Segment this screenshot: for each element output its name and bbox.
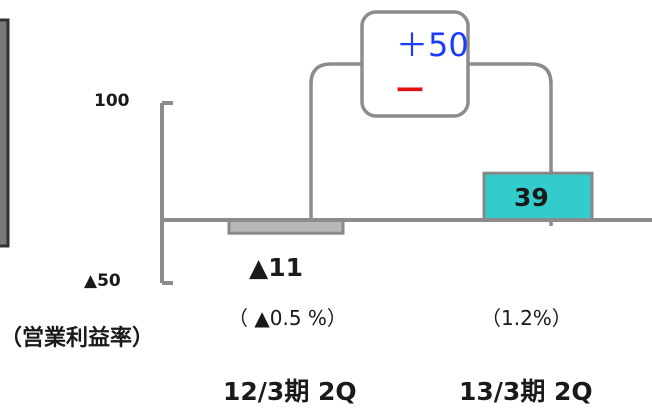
change-minus-label: ー [395,74,425,109]
y-tick-label-100: 100 [94,91,130,111]
y-axis-title: （営業利益率） [0,326,155,351]
callout-connector [309,62,553,226]
change-plus-label: ＋50 [396,26,469,64]
y-tick-label-minus50: ▲50 [84,271,121,291]
ratio-label-12-3-2q: （ ▲0.5 %） [228,306,347,330]
ratio-label-13-3-2q: （1.2%） [481,306,572,330]
bar-value-label-13-3-2q: 39 [514,183,549,212]
x-category-label-12-3-2q: 12/3期 2Q [223,377,357,406]
bar-value-label-12-3-2q: ▲11 [249,253,304,282]
left-panel [0,18,10,248]
x-category-label-13-3-2q: 13/3期 2Q [459,377,593,406]
callout-box [360,10,470,118]
